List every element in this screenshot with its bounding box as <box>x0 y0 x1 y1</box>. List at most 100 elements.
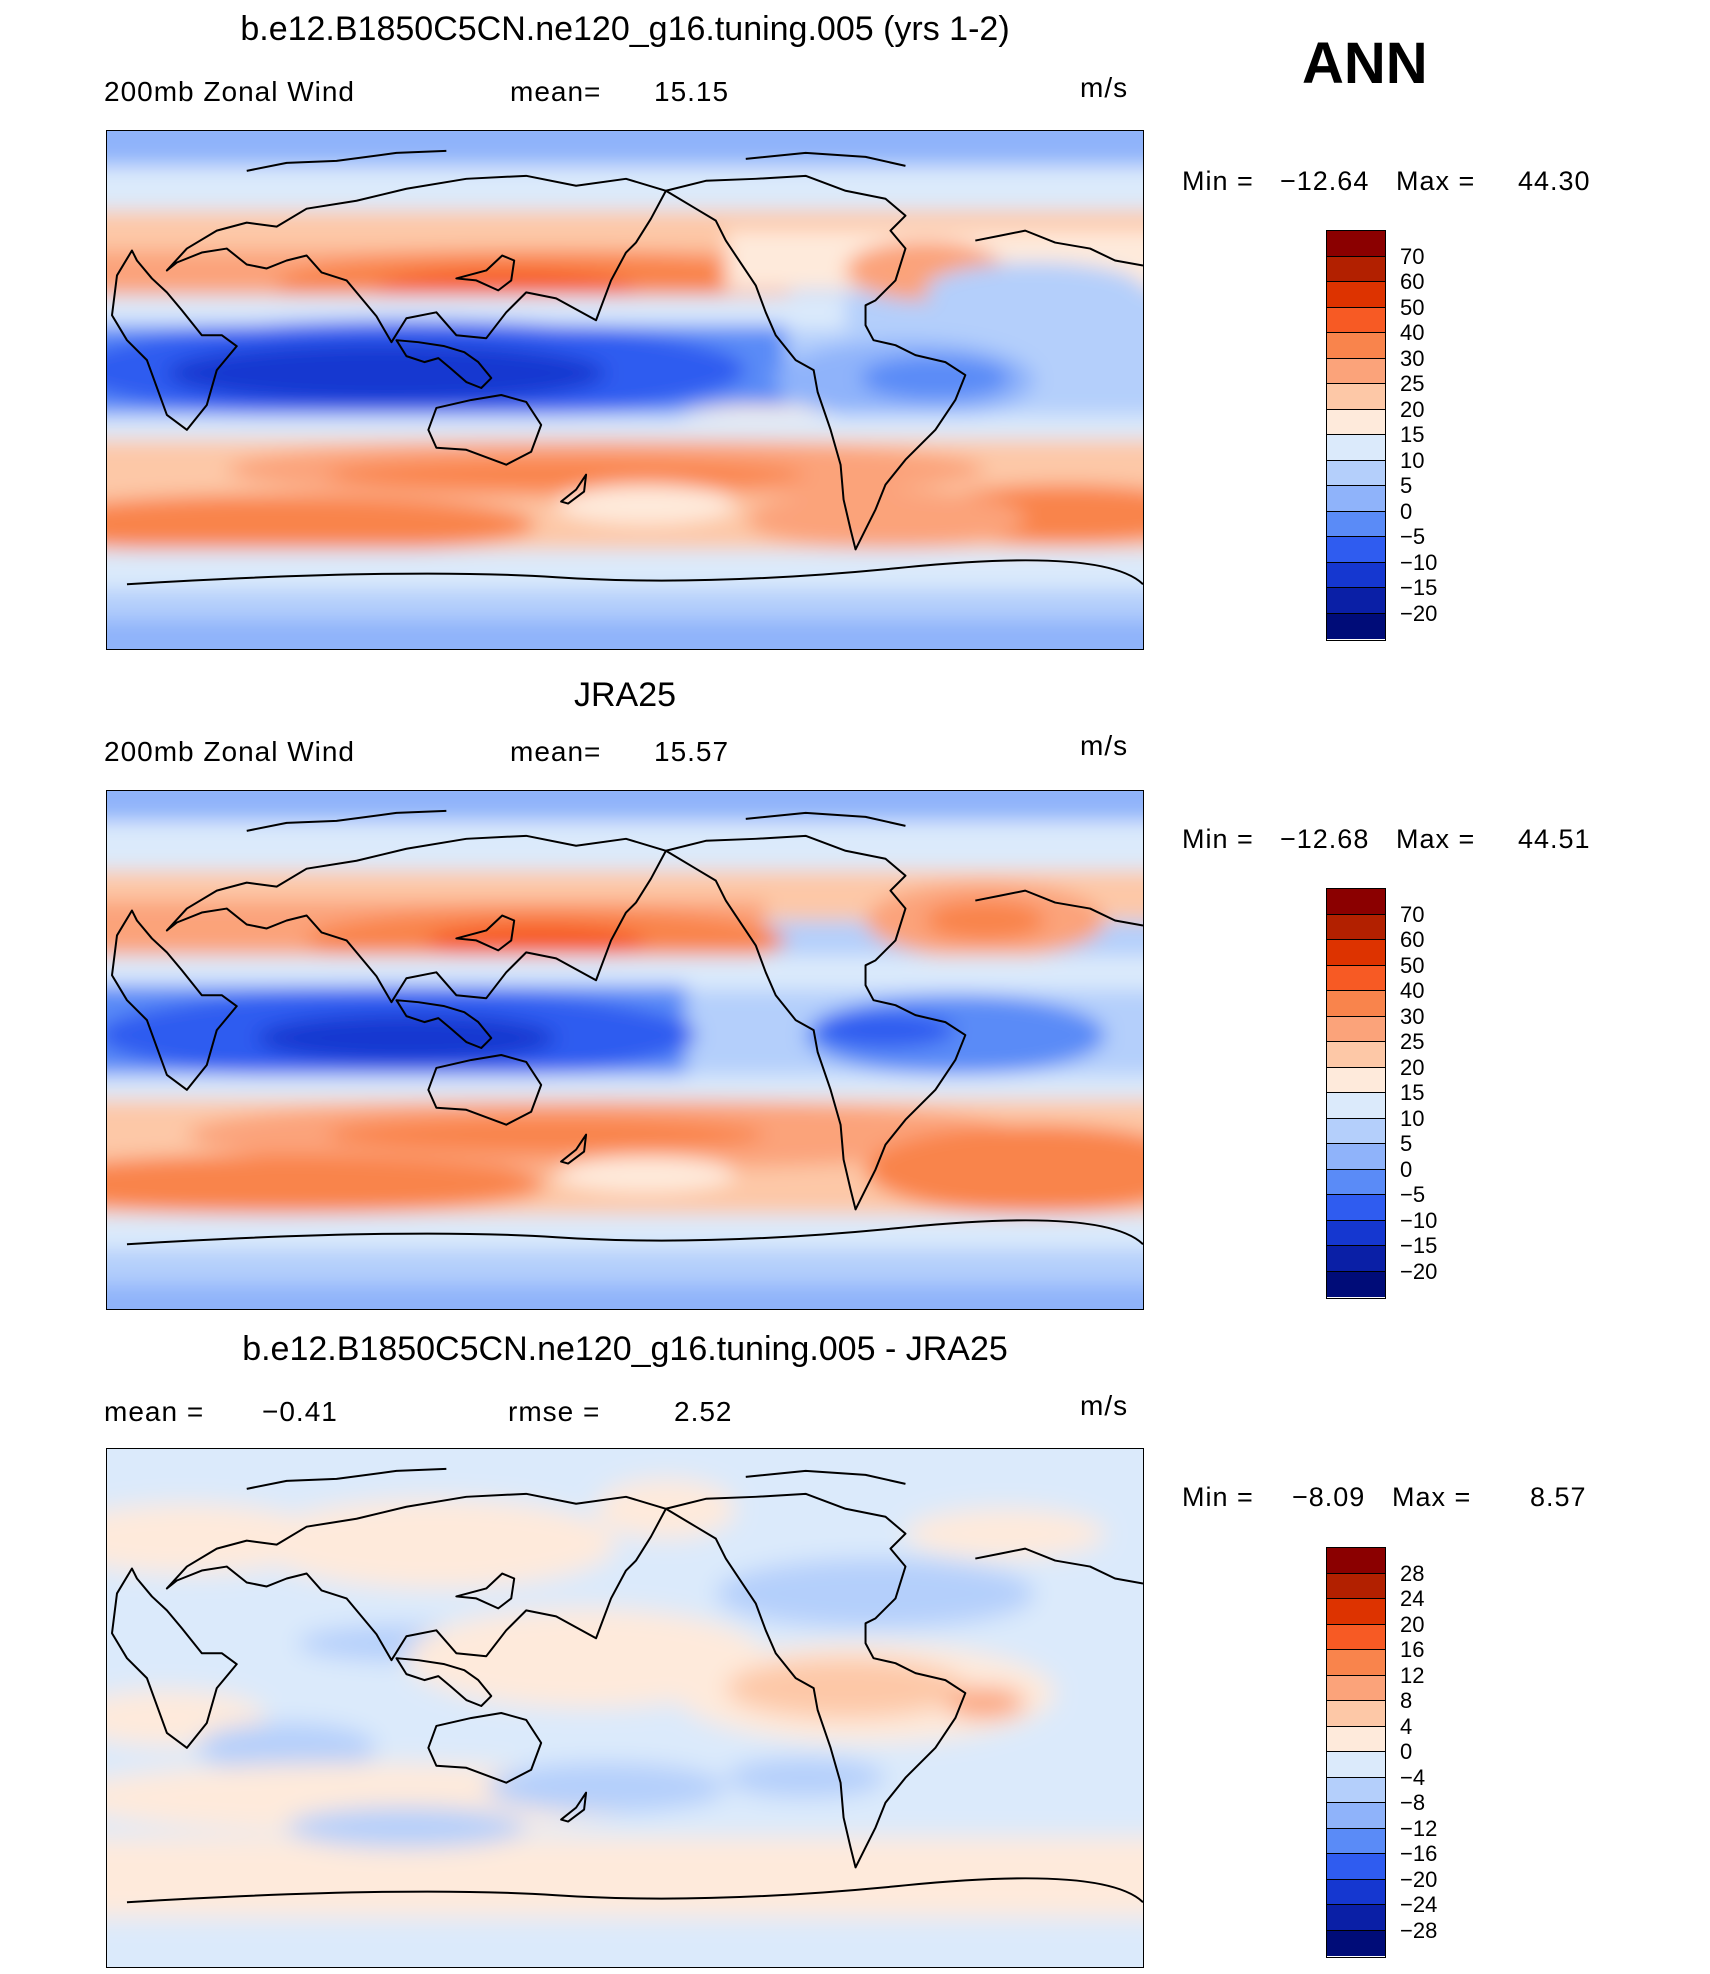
colorbar-tick-label: 50 <box>1400 952 1425 978</box>
colorbar-tick-label: 25 <box>1400 371 1425 396</box>
panel1-max-label: Max = <box>1396 166 1476 196</box>
colorbar-tick-label: 60 <box>1400 927 1425 952</box>
colorbar-tick-label: 40 <box>1400 320 1425 345</box>
colorbar-box <box>1327 562 1385 588</box>
colorbar-box <box>1327 435 1385 461</box>
colorbar-box <box>1327 384 1385 410</box>
colorbar-box <box>1327 358 1385 384</box>
colorbar-tick-label: 20 <box>1400 396 1425 422</box>
panel1-units: m/s <box>1080 72 1129 103</box>
colorbar-tick-label: −20 <box>1400 600 1438 626</box>
panel2-max-label: Max = <box>1396 824 1476 854</box>
colorbar-box <box>1327 460 1385 486</box>
colorbar-box <box>1327 889 1385 915</box>
colorbar-tick-label: −4 <box>1400 1764 1426 1790</box>
panel1-variable-label: 200mb Zonal Wind <box>104 76 356 107</box>
colorbar-box <box>1327 1067 1385 1093</box>
colorbar-box <box>1327 1118 1385 1144</box>
panel1-mean-value: 15.15 <box>654 76 730 107</box>
colorbar-tick-label: 25 <box>1400 1029 1425 1054</box>
colorbar-tick-label: 5 <box>1400 1131 1413 1156</box>
colorbar-tick-label: −10 <box>1400 1207 1438 1233</box>
colorbar-tick-label: −8 <box>1400 1790 1426 1815</box>
colorbar-tick-label: 60 <box>1400 269 1425 294</box>
colorbar-box <box>1327 965 1385 991</box>
panel3-units: m/s <box>1080 1390 1129 1421</box>
colorbar-box <box>1327 1675 1385 1701</box>
colorbar-box <box>1327 1042 1385 1068</box>
panel2-mean-label: mean= <box>510 736 602 767</box>
colorbar-box <box>1327 1752 1385 1778</box>
panel1-mean-label: mean= <box>510 76 602 107</box>
colorbar-tick-label: −28 <box>1400 1917 1438 1943</box>
panel2-min-value: −12.68 <box>1280 824 1370 854</box>
colorbar-box <box>1327 914 1385 940</box>
panel1-max-value: 44.30 <box>1518 166 1591 196</box>
colorbar-tick-label: 28 <box>1400 1560 1425 1586</box>
panel3-max-value: 8.57 <box>1530 1482 1587 1512</box>
colorbar-box <box>1327 1271 1385 1297</box>
colorbar-box <box>1327 486 1385 512</box>
panel1-min-value: −12.64 <box>1280 166 1370 196</box>
colorbar-box <box>1327 1624 1385 1650</box>
colorbar-tick-label: −20 <box>1400 1866 1438 1892</box>
panel3-rmse-label: rmse = <box>508 1396 601 1427</box>
colorbar-box <box>1327 1016 1385 1042</box>
colorbar-tick-label: −5 <box>1400 1182 1426 1207</box>
colorbar-box <box>1327 613 1385 639</box>
colorbar-box <box>1327 991 1385 1017</box>
colorbar-tick-label: 10 <box>1400 447 1425 473</box>
colorbar-tick-label: 16 <box>1400 1637 1425 1662</box>
panel1-map <box>106 130 1144 650</box>
colorbar-tick-label: 15 <box>1400 1080 1425 1105</box>
colorbar-tick-label: 8 <box>1400 1688 1413 1713</box>
colorbar-box <box>1327 1930 1385 1956</box>
colorbar-tick-label: 10 <box>1400 1105 1425 1131</box>
colorbar-tick-label: 15 <box>1400 422 1425 447</box>
colorbar-tick-label: −5 <box>1400 524 1426 549</box>
colorbar-tick-label: −16 <box>1400 1841 1438 1866</box>
colorbar-tick-label: 50 <box>1400 294 1425 320</box>
colorbar-box <box>1327 1650 1385 1676</box>
colorbar-tick-label: 70 <box>1400 901 1425 927</box>
colorbar-tick-label: 4 <box>1400 1713 1413 1739</box>
colorbar-box <box>1327 1195 1385 1221</box>
season-label: ANN <box>1302 31 1428 96</box>
panel3-max-label: Max = <box>1392 1482 1472 1512</box>
colorbar-box <box>1327 307 1385 333</box>
panel2-max-value: 44.51 <box>1518 824 1591 854</box>
colorbar-box <box>1327 1879 1385 1905</box>
panel2-min-label: Min = <box>1182 824 1254 854</box>
colorbar-box <box>1327 1548 1385 1574</box>
colorbar-box <box>1327 1726 1385 1752</box>
colorbar-tick-label: 70 <box>1400 243 1425 269</box>
colorbar-box <box>1327 409 1385 435</box>
panel1-colorbar <box>1326 230 1386 641</box>
colorbar-tick-label: 30 <box>1400 1003 1425 1029</box>
colorbar-tick-label: −20 <box>1400 1258 1438 1284</box>
colorbar-tick-label: 0 <box>1400 1739 1413 1764</box>
panel3-colorbar <box>1326 1547 1386 1958</box>
panel3-min-value: −8.09 <box>1292 1482 1366 1512</box>
colorbar-tick-label: −15 <box>1400 575 1438 600</box>
colorbar-box <box>1327 1803 1385 1829</box>
colorbar-box <box>1327 1220 1385 1246</box>
panel2-map <box>106 790 1144 1310</box>
panel2-colorbar <box>1326 888 1386 1299</box>
colorbar-tick-label: −12 <box>1400 1815 1438 1841</box>
colorbar-box <box>1327 940 1385 966</box>
colorbar-box <box>1327 1905 1385 1931</box>
colorbar-tick-label: 30 <box>1400 345 1425 371</box>
colorbar-box <box>1327 1246 1385 1272</box>
colorbar-tick-label: 0 <box>1400 1156 1413 1182</box>
colorbar-box <box>1327 588 1385 614</box>
colorbar-tick-label: 0 <box>1400 498 1413 524</box>
colorbar-tick-label: 20 <box>1400 1611 1425 1637</box>
colorbar-tick-label: 12 <box>1400 1662 1425 1688</box>
colorbar-tick-label: 5 <box>1400 473 1413 498</box>
colorbar-box <box>1327 282 1385 308</box>
colorbar-box <box>1327 1701 1385 1727</box>
panel1-title: b.e12.B1850C5CN.ne120_g16.tuning.005 (yr… <box>240 10 1010 48</box>
colorbar-tick-label: 24 <box>1400 1586 1425 1611</box>
panel3-title: b.e12.B1850C5CN.ne120_g16.tuning.005 - J… <box>242 1330 1008 1368</box>
